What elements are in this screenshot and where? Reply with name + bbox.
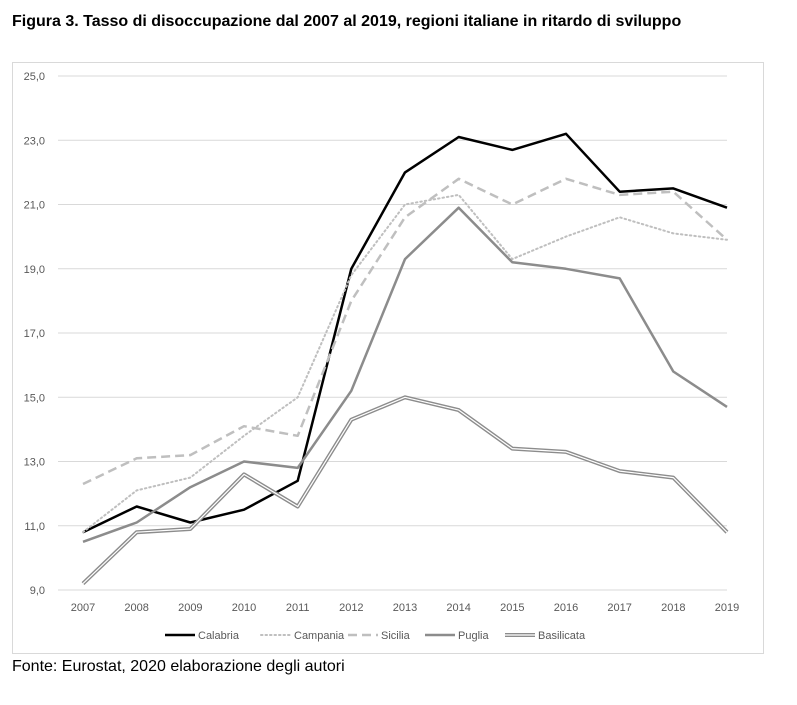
legend-label-calabria: Calabria [198,630,240,642]
chart-frame: 9,0 11,0 13,0 15,0 17,0 19,0 21,0 23,0 25,0 2007 2… [12,62,764,654]
line-chart: 9,0 11,0 13,0 15,0 17,0 19,0 21,0 23,0 25,0 2007 2… [24,71,740,642]
y-tick-label: 11,0 [24,521,45,533]
y-tick-label: 9,0 [30,585,45,597]
x-tick-label: 2019 [715,602,739,614]
x-tick-label: 2015 [500,602,524,614]
x-tick-label: 2009 [178,602,202,614]
series-line-sicilia [82,177,728,486]
x-tick-label: 2013 [393,602,417,614]
y-tick-label: 23,0 [24,135,45,147]
figure-title: Figura 3. Tasso di disoccupazione dal 20… [12,13,682,30]
legend-label-basilicata: Basilicata [538,630,586,642]
y-tick-label: 19,0 [24,264,45,276]
x-tick-label: 2016 [554,602,578,614]
series-line-campania [82,193,728,534]
legend-label-sicilia: Sicilia [381,630,411,642]
x-tick-label: 2008 [124,602,148,614]
x-tick-label: 2007 [71,602,95,614]
y-tick-label: 15,0 [24,392,45,404]
x-tick-label: 2018 [661,602,685,614]
series-line-basilicata [81,395,729,586]
x-tick-label: 2012 [339,602,363,614]
source-note: Fonte: Eurostat, 2020 elaborazione degli… [12,658,345,675]
series-line-puglia [82,206,728,543]
series-line-calabria [82,132,728,534]
legend-label-puglia: Puglia [458,630,489,642]
x-tick-label: 2014 [446,602,470,614]
y-tick-label: 17,0 [24,328,45,340]
y-tick-label: 25,0 [24,71,45,83]
x-tick-label: 2010 [232,602,256,614]
x-tick-label: 2017 [607,602,631,614]
legend-label-campania: Campania [294,630,345,642]
y-tick-label: 21,0 [24,200,45,212]
x-tick-label: 2011 [286,602,310,614]
y-tick-label: 13,0 [24,457,45,469]
series-line-inner-basilicata [82,396,728,585]
